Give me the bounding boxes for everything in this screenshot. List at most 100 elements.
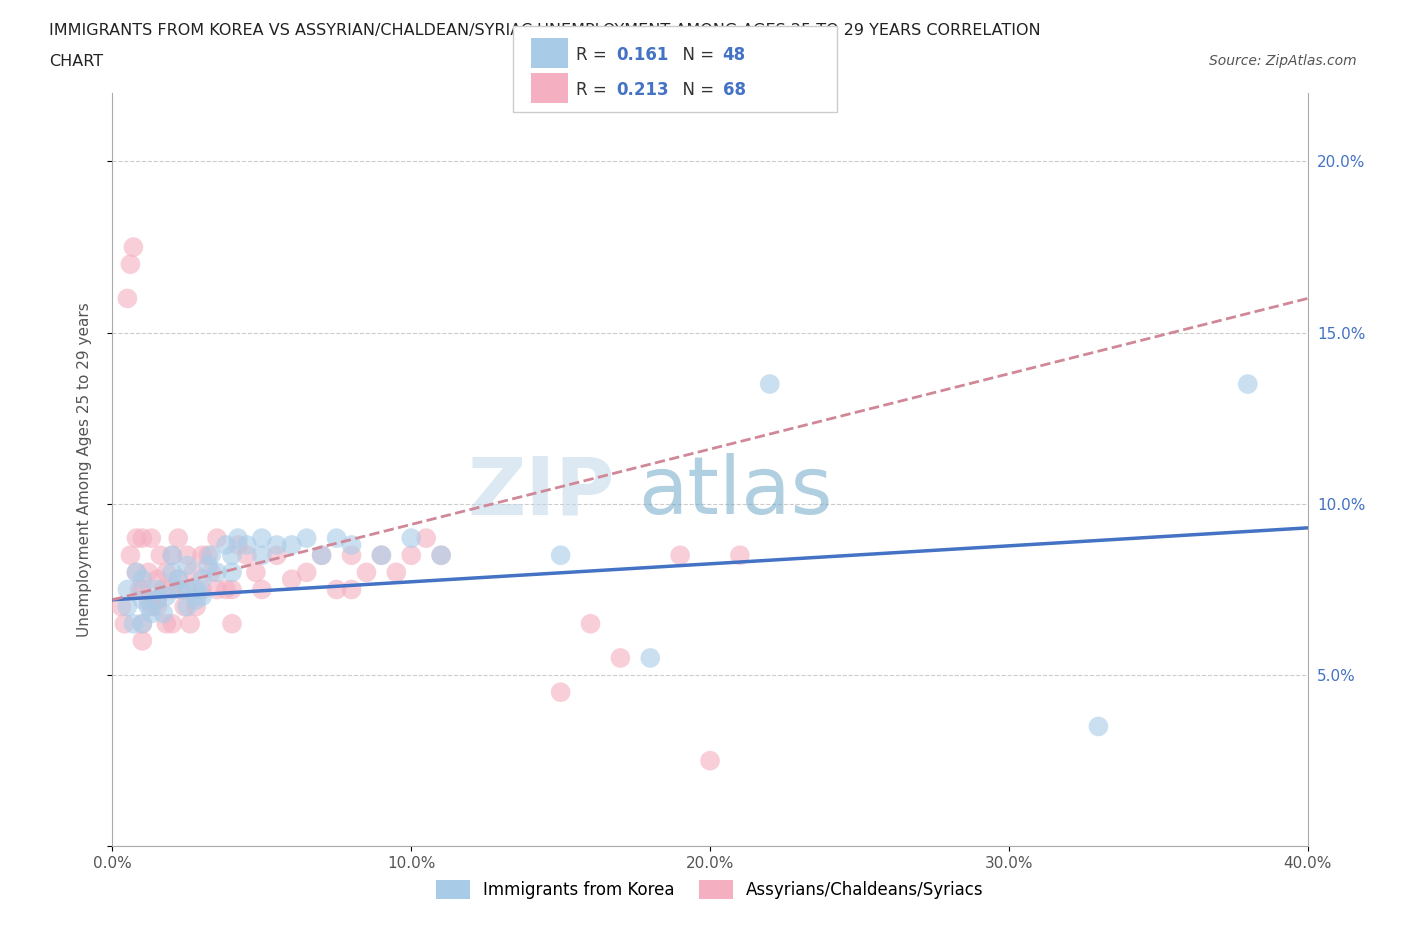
- Point: [125, 531, 148, 546]
- Point: [176, 582, 198, 597]
- Point: [155, 589, 177, 604]
- Point: [221, 548, 243, 563]
- Point: [186, 599, 208, 614]
- Point: [131, 531, 153, 546]
- Point: [141, 531, 163, 546]
- Point: [340, 548, 363, 563]
- Point: [550, 684, 572, 699]
- Point: [221, 617, 243, 631]
- Point: [191, 589, 214, 604]
- Point: [120, 257, 142, 272]
- Point: [167, 572, 190, 587]
- Point: [311, 548, 333, 563]
- Point: [356, 565, 378, 579]
- Point: [401, 531, 423, 546]
- Point: [131, 572, 153, 587]
- Text: 0.213: 0.213: [616, 81, 668, 100]
- Point: [131, 592, 153, 607]
- Point: [191, 548, 214, 563]
- Point: [281, 538, 304, 552]
- Point: [162, 548, 183, 563]
- Text: Source: ZipAtlas.com: Source: ZipAtlas.com: [1209, 54, 1357, 68]
- Point: [250, 582, 273, 597]
- Point: [117, 291, 139, 306]
- Point: [155, 565, 177, 579]
- Point: [141, 606, 163, 621]
- Point: [205, 565, 228, 579]
- Point: [155, 617, 177, 631]
- Point: [162, 617, 183, 631]
- Point: [176, 558, 198, 573]
- Point: [640, 651, 662, 666]
- Point: [221, 582, 243, 597]
- Point: [110, 599, 132, 614]
- Point: [340, 582, 363, 597]
- Point: [131, 617, 153, 631]
- Point: [311, 548, 333, 563]
- Point: [146, 599, 169, 614]
- Point: [200, 565, 222, 579]
- Point: [550, 548, 572, 563]
- Point: [415, 531, 437, 546]
- Point: [146, 592, 169, 607]
- Point: [152, 582, 174, 597]
- Point: [170, 582, 193, 597]
- Text: R =: R =: [576, 46, 613, 64]
- Text: ZIP: ZIP: [467, 453, 614, 531]
- Point: [226, 531, 249, 546]
- Text: CHART: CHART: [49, 54, 103, 69]
- Point: [117, 599, 139, 614]
- Point: [266, 538, 288, 552]
- Point: [131, 633, 153, 648]
- Point: [250, 548, 273, 563]
- Text: N =: N =: [672, 46, 720, 64]
- Point: [120, 548, 142, 563]
- Point: [281, 572, 304, 587]
- Point: [146, 592, 169, 607]
- Point: [266, 548, 288, 563]
- Point: [370, 548, 392, 563]
- Legend: Immigrants from Korea, Assyrians/Chaldeans/Syriacs: Immigrants from Korea, Assyrians/Chaldea…: [430, 873, 990, 906]
- Point: [176, 548, 198, 563]
- Point: [325, 531, 347, 546]
- Point: [401, 548, 423, 563]
- Point: [197, 558, 219, 573]
- Point: [186, 582, 208, 597]
- Point: [167, 572, 190, 587]
- Point: [579, 617, 602, 631]
- Point: [226, 538, 249, 552]
- Point: [609, 651, 631, 666]
- Point: [146, 572, 169, 587]
- Point: [430, 548, 453, 563]
- Point: [162, 565, 183, 579]
- Point: [699, 753, 721, 768]
- Point: [125, 565, 148, 579]
- Point: [200, 548, 222, 563]
- Point: [385, 565, 408, 579]
- Point: [146, 582, 169, 597]
- Text: 0.161: 0.161: [616, 46, 668, 64]
- Text: 48: 48: [723, 46, 745, 64]
- Point: [295, 565, 318, 579]
- Point: [669, 548, 692, 563]
- Y-axis label: Unemployment Among Ages 25 to 29 years: Unemployment Among Ages 25 to 29 years: [77, 302, 91, 637]
- Point: [181, 565, 204, 579]
- Point: [114, 617, 135, 631]
- Point: [236, 538, 259, 552]
- Point: [131, 617, 153, 631]
- Point: [131, 582, 153, 597]
- Point: [162, 548, 183, 563]
- Point: [325, 582, 347, 597]
- Point: [167, 531, 190, 546]
- Point: [205, 531, 228, 546]
- Point: [162, 582, 183, 597]
- Point: [728, 548, 751, 563]
- Point: [179, 617, 201, 631]
- Text: IMMIGRANTS FROM KOREA VS ASSYRIAN/CHALDEAN/SYRIAC UNEMPLOYMENT AMONG AGES 25 TO : IMMIGRANTS FROM KOREA VS ASSYRIAN/CHALDE…: [49, 23, 1040, 38]
- Text: atlas: atlas: [638, 453, 832, 531]
- Text: 68: 68: [723, 81, 745, 100]
- Point: [125, 565, 148, 579]
- Point: [370, 548, 392, 563]
- Point: [759, 377, 782, 392]
- Point: [1087, 719, 1109, 734]
